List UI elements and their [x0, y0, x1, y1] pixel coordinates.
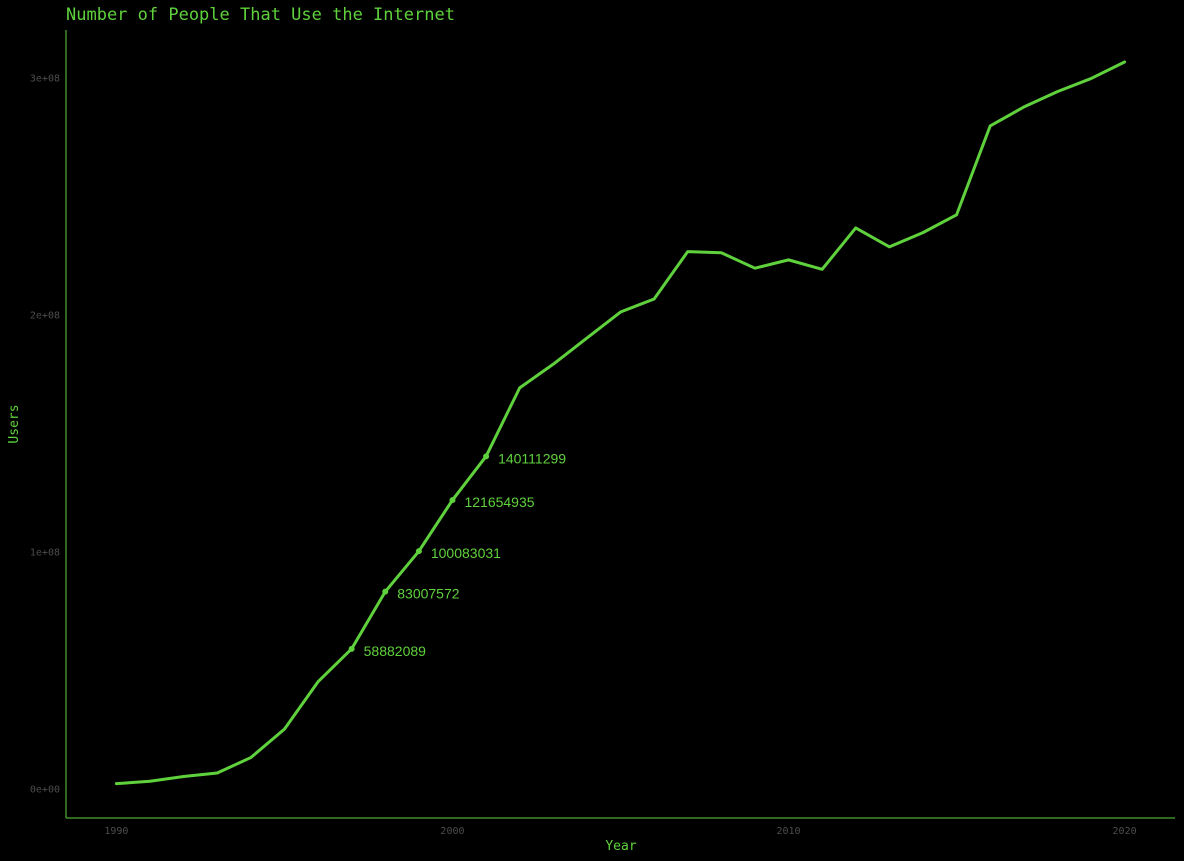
- data-label: 58882089: [364, 643, 427, 659]
- x-tick-label: 2000: [440, 826, 464, 837]
- data-point: [348, 645, 355, 652]
- data-point: [382, 588, 389, 595]
- y-tick-label: 2e+08: [30, 310, 60, 321]
- data-point: [415, 548, 422, 555]
- annotated-points: [348, 453, 490, 652]
- data-label: 140111299: [498, 450, 566, 466]
- x-tick-label: 2020: [1113, 826, 1137, 837]
- chart-title: Number of People That Use the Internet: [66, 5, 455, 25]
- x-tick-label: 2010: [776, 826, 800, 837]
- data-point: [483, 453, 490, 460]
- data-label: 83007572: [397, 586, 460, 602]
- y-tick-label: 1e+08: [30, 547, 60, 558]
- x-axis-title: Year: [605, 839, 636, 854]
- x-axis-ticks: 1990 2000 2010 2020: [104, 826, 1136, 837]
- data-label: 121654935: [464, 494, 534, 510]
- data-label: 100083031: [431, 545, 501, 561]
- data-point: [449, 497, 456, 504]
- series-line-users: [114, 60, 1127, 786]
- y-tick-label: 3e+08: [30, 73, 60, 84]
- y-axis-title: Users: [7, 404, 22, 443]
- y-tick-label: 0e+00: [30, 784, 60, 795]
- y-axis-ticks: 0e+00 1e+08 2e+08 3e+08: [30, 73, 60, 795]
- x-tick-label: 1990: [104, 826, 128, 837]
- data-labels: 58882089 83007572 100083031 121654935 140111…: [364, 450, 567, 659]
